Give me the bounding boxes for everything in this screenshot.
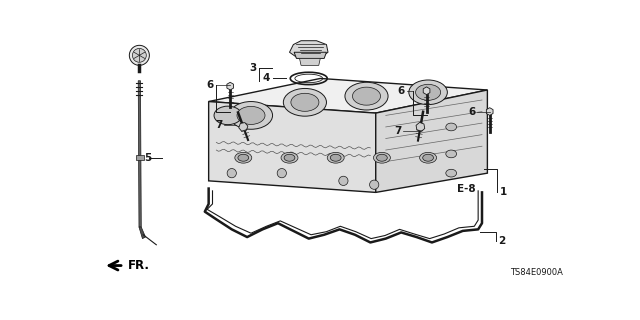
Polygon shape (209, 78, 488, 113)
Polygon shape (209, 101, 376, 192)
Ellipse shape (415, 84, 440, 100)
Text: 6: 6 (397, 86, 405, 96)
Polygon shape (376, 90, 488, 192)
Ellipse shape (345, 82, 388, 110)
Text: 6: 6 (207, 80, 214, 90)
Ellipse shape (446, 150, 456, 158)
Ellipse shape (422, 154, 433, 161)
Polygon shape (136, 156, 144, 160)
Ellipse shape (284, 154, 295, 161)
Text: FR.: FR. (128, 259, 150, 272)
Polygon shape (300, 59, 320, 65)
Circle shape (339, 176, 348, 186)
Ellipse shape (330, 154, 341, 161)
Text: 3: 3 (249, 63, 257, 73)
Ellipse shape (230, 101, 273, 129)
Ellipse shape (376, 154, 387, 161)
Text: 1: 1 (500, 188, 507, 197)
Text: 5: 5 (145, 153, 152, 163)
Polygon shape (139, 227, 145, 239)
Polygon shape (294, 52, 326, 59)
Ellipse shape (291, 93, 319, 111)
Circle shape (277, 169, 287, 178)
Text: E-8: E-8 (458, 184, 476, 194)
Text: 7: 7 (394, 126, 401, 136)
Ellipse shape (409, 80, 447, 105)
Circle shape (129, 45, 149, 65)
Text: 2: 2 (498, 236, 506, 246)
Ellipse shape (281, 152, 298, 163)
Circle shape (369, 180, 379, 189)
Ellipse shape (327, 152, 344, 163)
Ellipse shape (235, 152, 252, 163)
Text: 7: 7 (215, 120, 223, 130)
Ellipse shape (284, 88, 326, 116)
Ellipse shape (237, 106, 265, 124)
Circle shape (227, 169, 236, 178)
Ellipse shape (353, 87, 381, 105)
Ellipse shape (446, 169, 456, 177)
Polygon shape (289, 41, 328, 58)
Text: 4: 4 (263, 73, 270, 84)
Ellipse shape (238, 154, 249, 161)
Ellipse shape (420, 152, 436, 163)
Polygon shape (138, 81, 141, 227)
Ellipse shape (214, 106, 242, 124)
Ellipse shape (373, 152, 390, 163)
Text: 6: 6 (468, 107, 476, 116)
Text: TS84E0900A: TS84E0900A (510, 268, 563, 277)
Ellipse shape (446, 123, 456, 131)
Circle shape (132, 48, 147, 62)
